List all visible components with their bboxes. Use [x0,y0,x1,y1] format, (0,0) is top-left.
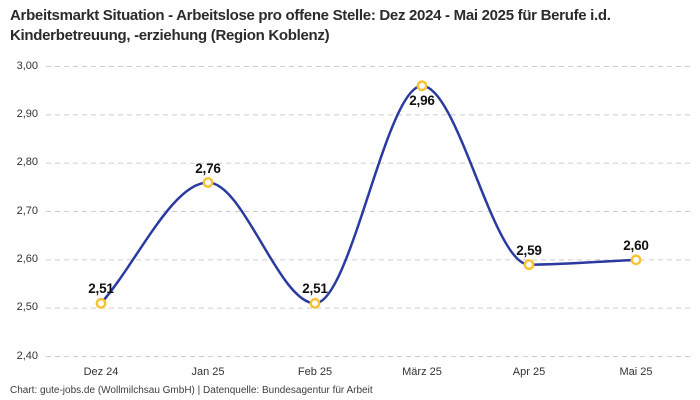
y-tick-label: 2,70 [16,204,38,217]
point-marker [202,177,214,188]
point-marker [630,254,642,266]
y-tick-label: 2,80 [16,156,38,169]
y-tick-label: 2,60 [16,252,38,265]
x-tick-label: Mai 25 [619,366,653,378]
value-label: 2,96 [409,92,435,108]
y-tick-label: 3,00 [16,59,38,72]
value-label: 2,60 [623,237,649,253]
x-tick-label: Dez 24 [83,366,119,378]
point-marker [95,297,107,309]
x-tick-label: März 25 [402,366,442,378]
chart-title: Arbeitsmarkt Situation - Arbeitslose pro… [10,7,611,45]
point-marker [309,297,321,309]
x-tick-label: Jan 25 [191,366,225,378]
value-label: 2,76 [195,160,221,176]
y-tick-label: 2,90 [16,107,38,120]
y-tick-label: 2,40 [16,349,38,362]
point-marker [523,259,535,271]
value-label: 2,51 [302,281,328,297]
y-tick-label: 2,50 [16,301,38,314]
x-tick-label: Apr 25 [512,366,546,378]
series-line [99,84,638,305]
value-label: 2,51 [88,281,114,297]
value-label: 2,59 [516,242,542,258]
x-tick-label: Feb 25 [297,366,333,378]
attribution-footer: Chart: gute-jobs.de (Wollmilchsau GmbH) … [10,385,373,396]
point-marker [416,80,428,92]
